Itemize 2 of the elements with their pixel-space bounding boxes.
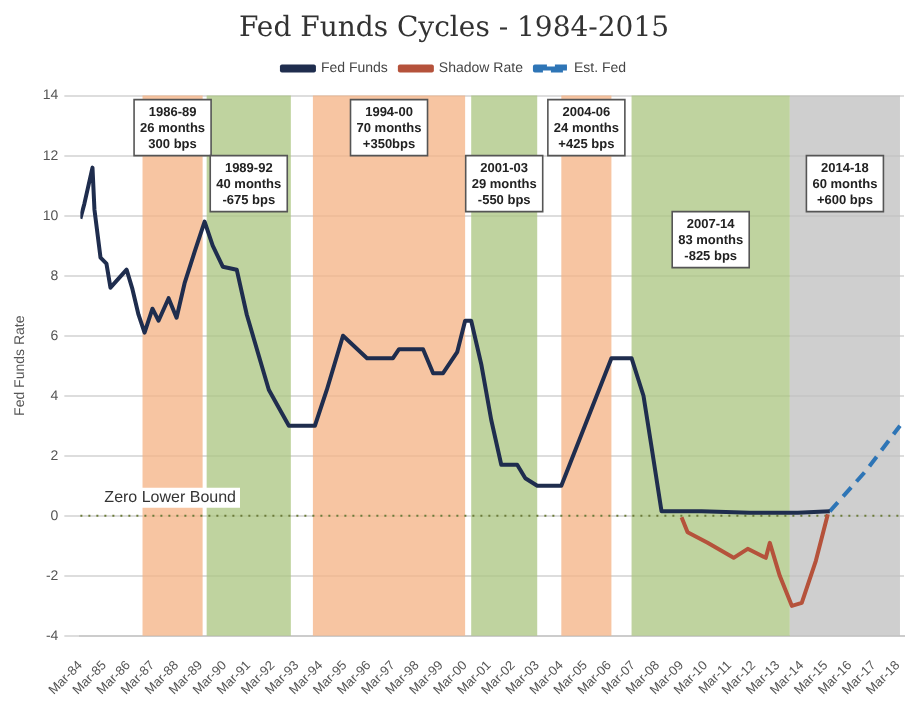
chart-title: Fed Funds Cycles - 1984-2015 (238, 12, 670, 45)
ref-line-label: Zero Lower Bound (104, 488, 237, 507)
